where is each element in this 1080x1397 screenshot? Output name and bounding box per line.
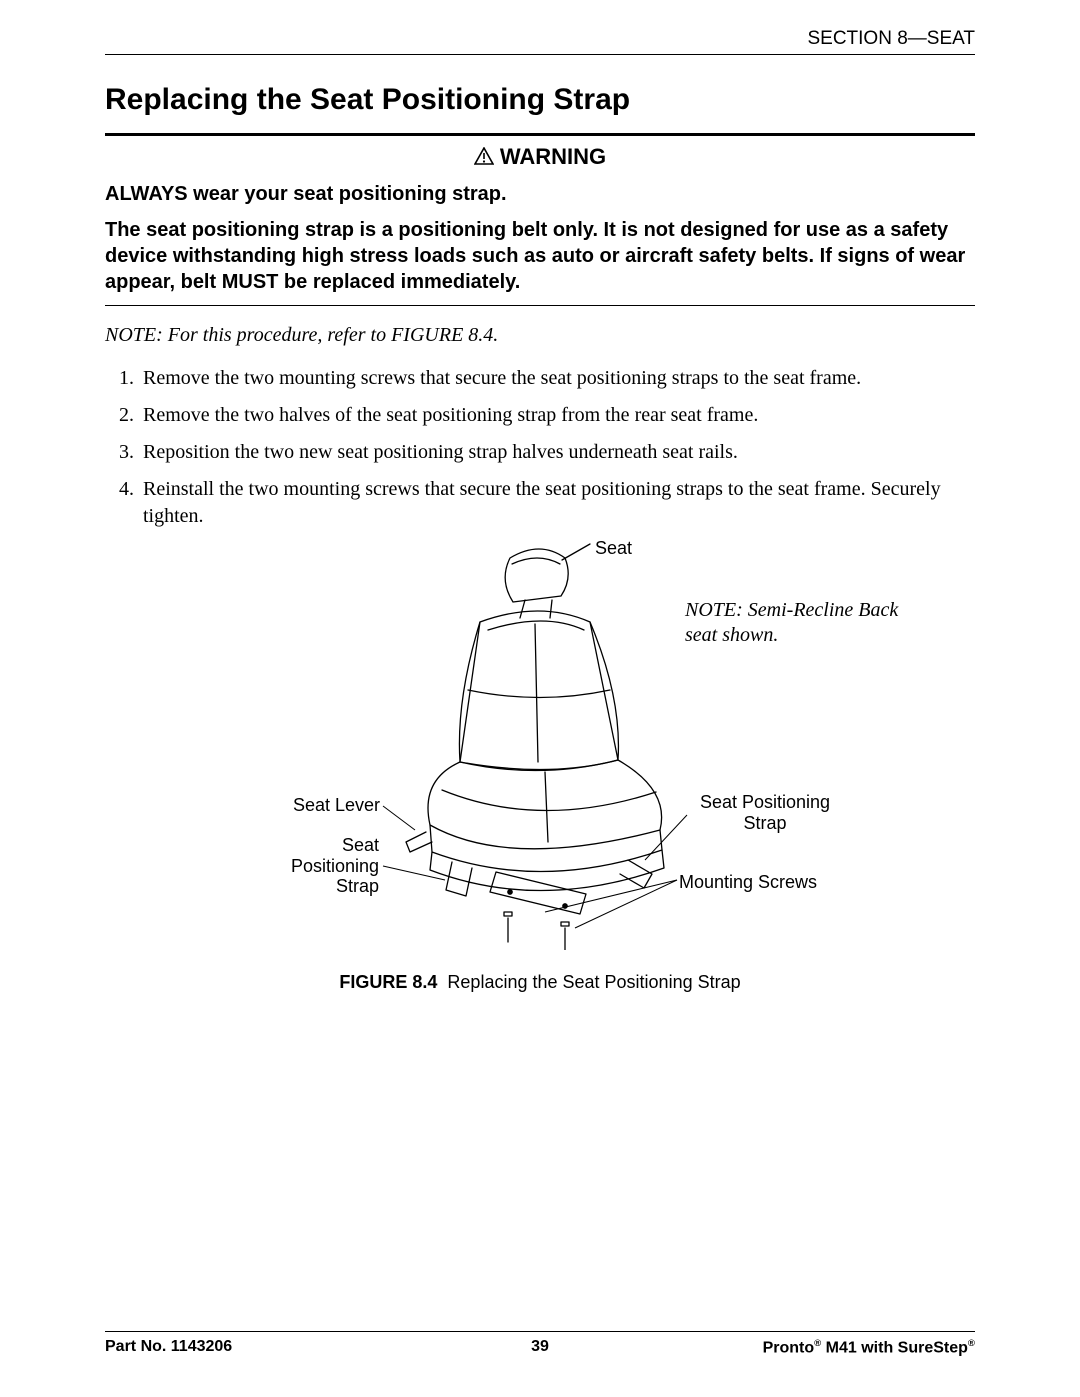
section-header: SECTION 8—SEAT [105, 28, 975, 55]
seat-illustration [360, 540, 720, 950]
page-title: Replacing the Seat Positioning Strap [105, 83, 975, 121]
step-item: Remove the two mounting screws that secu… [139, 365, 975, 392]
fig-label-mounting-screws: Mounting Screws [679, 872, 817, 893]
document-page: SECTION 8—SEAT Replacing the Seat Positi… [0, 0, 1080, 1397]
warning-triangle-icon [474, 145, 494, 171]
warning-bottom-rule [105, 305, 975, 306]
title-rule [105, 133, 975, 136]
fig-note: NOTE: Semi-Recline Back seat shown. [685, 598, 905, 648]
fig-label-seat-positioning-strap-left: SeatPositioningStrap [283, 835, 379, 897]
figure-caption: FIGURE 8.4 Replacing the Seat Positionin… [105, 972, 975, 993]
fig-label-seat: Seat [595, 538, 632, 559]
figure-caption-text: Replacing the Seat Positioning Strap [447, 972, 740, 992]
step-item: Reposition the two new seat positioning … [139, 439, 975, 466]
figure-number: FIGURE 8.4 [339, 972, 437, 992]
figure-8-4: Seat NOTE: Semi-Recline Back seat shown.… [105, 540, 975, 970]
warning-label-text: WARNING [500, 144, 606, 169]
warning-line-1: ALWAYS wear your seat positioning strap. [105, 181, 975, 207]
warning-line-2: The seat positioning strap is a position… [105, 217, 975, 295]
warning-heading: WARNING [105, 144, 975, 171]
step-item: Reinstall the two mounting screws that s… [139, 476, 975, 530]
footer-page-number: 39 [105, 1338, 975, 1356]
step-item: Remove the two halves of the seat positi… [139, 402, 975, 429]
procedure-note: NOTE: For this procedure, refer to FIGUR… [105, 324, 975, 347]
fig-label-seat-lever: Seat Lever [290, 795, 380, 816]
procedure-steps: Remove the two mounting screws that secu… [105, 365, 975, 530]
fig-label-seat-positioning-strap-right: Seat PositioningStrap [690, 792, 840, 833]
page-footer: Part No. 1143206 39 Pronto® M41 with Sur… [105, 1331, 975, 1357]
